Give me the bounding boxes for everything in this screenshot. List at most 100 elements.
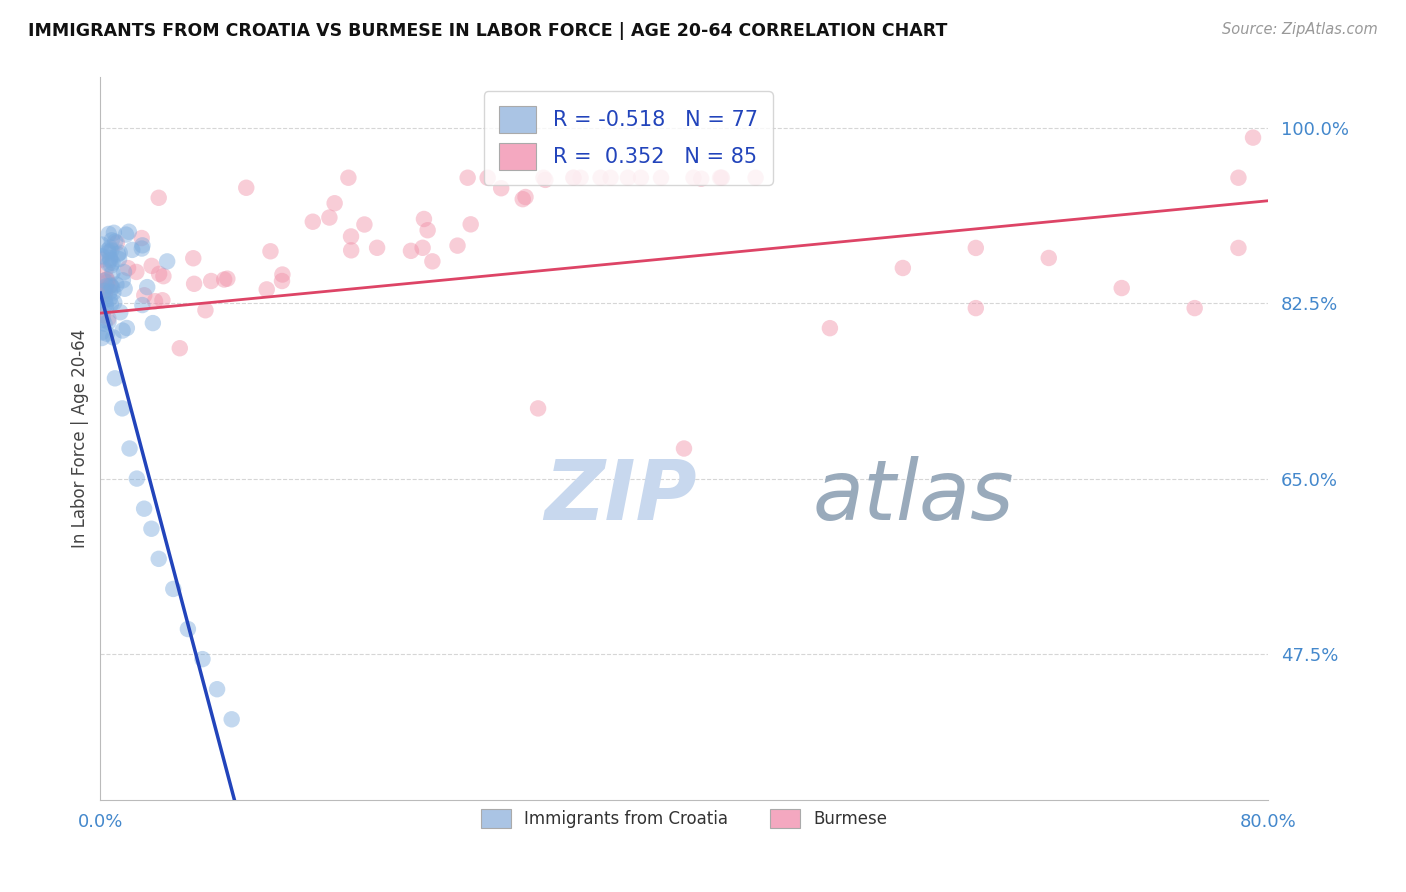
Point <box>103 295 125 310</box>
Point <box>97 279 120 293</box>
Point <box>121 243 143 257</box>
Point <box>148 191 170 205</box>
Point <box>177 622 200 636</box>
Point <box>271 268 294 282</box>
Point <box>1111 281 1133 295</box>
Point <box>527 401 550 416</box>
Point <box>93 287 115 301</box>
Point <box>412 241 434 255</box>
Point <box>489 181 512 195</box>
Text: ZIP: ZIP <box>544 456 696 537</box>
Point <box>131 242 153 256</box>
Point <box>1184 301 1206 315</box>
Point <box>100 233 122 247</box>
Point <box>112 265 135 279</box>
Point <box>100 244 122 258</box>
Point <box>259 244 281 259</box>
Point <box>96 279 118 293</box>
Point <box>205 682 228 697</box>
Point <box>93 317 115 331</box>
Point <box>512 192 534 206</box>
Point <box>399 244 422 258</box>
Point <box>744 170 766 185</box>
Point <box>94 263 117 277</box>
Point <box>534 173 557 187</box>
Point <box>108 252 131 266</box>
Point <box>650 170 672 185</box>
Point <box>118 225 141 239</box>
Point <box>98 241 121 255</box>
Point <box>136 280 159 294</box>
Point <box>533 170 555 185</box>
Point <box>156 254 179 268</box>
Point <box>457 170 479 185</box>
Point <box>108 245 131 260</box>
Point <box>111 324 134 338</box>
Point <box>212 272 235 286</box>
Point <box>90 285 112 299</box>
Point <box>98 278 121 293</box>
Legend: Immigrants from Croatia, Burmese: Immigrants from Croatia, Burmese <box>474 802 894 835</box>
Point <box>98 251 121 265</box>
Point <box>104 235 127 249</box>
Point <box>111 273 134 287</box>
Point <box>100 297 122 311</box>
Point <box>1241 130 1264 145</box>
Point <box>103 330 125 344</box>
Point <box>91 313 114 327</box>
Text: atlas: atlas <box>813 456 1014 537</box>
Point <box>94 285 117 299</box>
Point <box>90 252 112 267</box>
Point <box>271 274 294 288</box>
Point <box>110 305 132 319</box>
Point <box>100 259 122 273</box>
Point <box>94 297 117 311</box>
Point <box>422 254 444 268</box>
Point <box>90 285 112 300</box>
Point <box>169 341 191 355</box>
Point <box>221 712 243 726</box>
Point <box>340 244 363 258</box>
Point <box>217 271 239 285</box>
Point <box>148 267 170 281</box>
Point <box>141 522 163 536</box>
Point <box>599 170 621 185</box>
Point <box>672 442 695 456</box>
Point <box>682 170 704 185</box>
Point <box>96 272 118 286</box>
Point <box>891 260 914 275</box>
Point <box>235 180 257 194</box>
Point <box>148 551 170 566</box>
Point <box>131 298 153 312</box>
Point <box>100 278 122 293</box>
Point <box>1227 170 1250 185</box>
Point <box>965 301 987 315</box>
Point <box>413 211 436 226</box>
Point <box>191 652 214 666</box>
Point <box>101 280 124 294</box>
Text: IMMIGRANTS FROM CROATIA VS BURMESE IN LABOR FORCE | AGE 20-64 CORRELATION CHART: IMMIGRANTS FROM CROATIA VS BURMESE IN LA… <box>28 22 948 40</box>
Point <box>477 170 499 185</box>
Point <box>125 265 148 279</box>
Point <box>90 326 112 340</box>
Point <box>104 371 127 385</box>
Point <box>97 227 120 241</box>
Point <box>141 259 163 273</box>
Point <box>446 238 468 252</box>
Point <box>101 256 124 270</box>
Point <box>318 211 340 225</box>
Point <box>162 582 184 596</box>
Point <box>965 241 987 255</box>
Point <box>97 311 120 326</box>
Point <box>97 245 120 260</box>
Point <box>96 272 118 286</box>
Point <box>710 170 733 185</box>
Point <box>98 285 121 299</box>
Y-axis label: In Labor Force | Age 20-64: In Labor Force | Age 20-64 <box>72 329 89 548</box>
Point <box>1038 251 1060 265</box>
Point <box>105 277 128 292</box>
Point <box>818 321 841 335</box>
Point <box>194 303 217 318</box>
Point <box>94 301 117 315</box>
Point <box>100 252 122 267</box>
